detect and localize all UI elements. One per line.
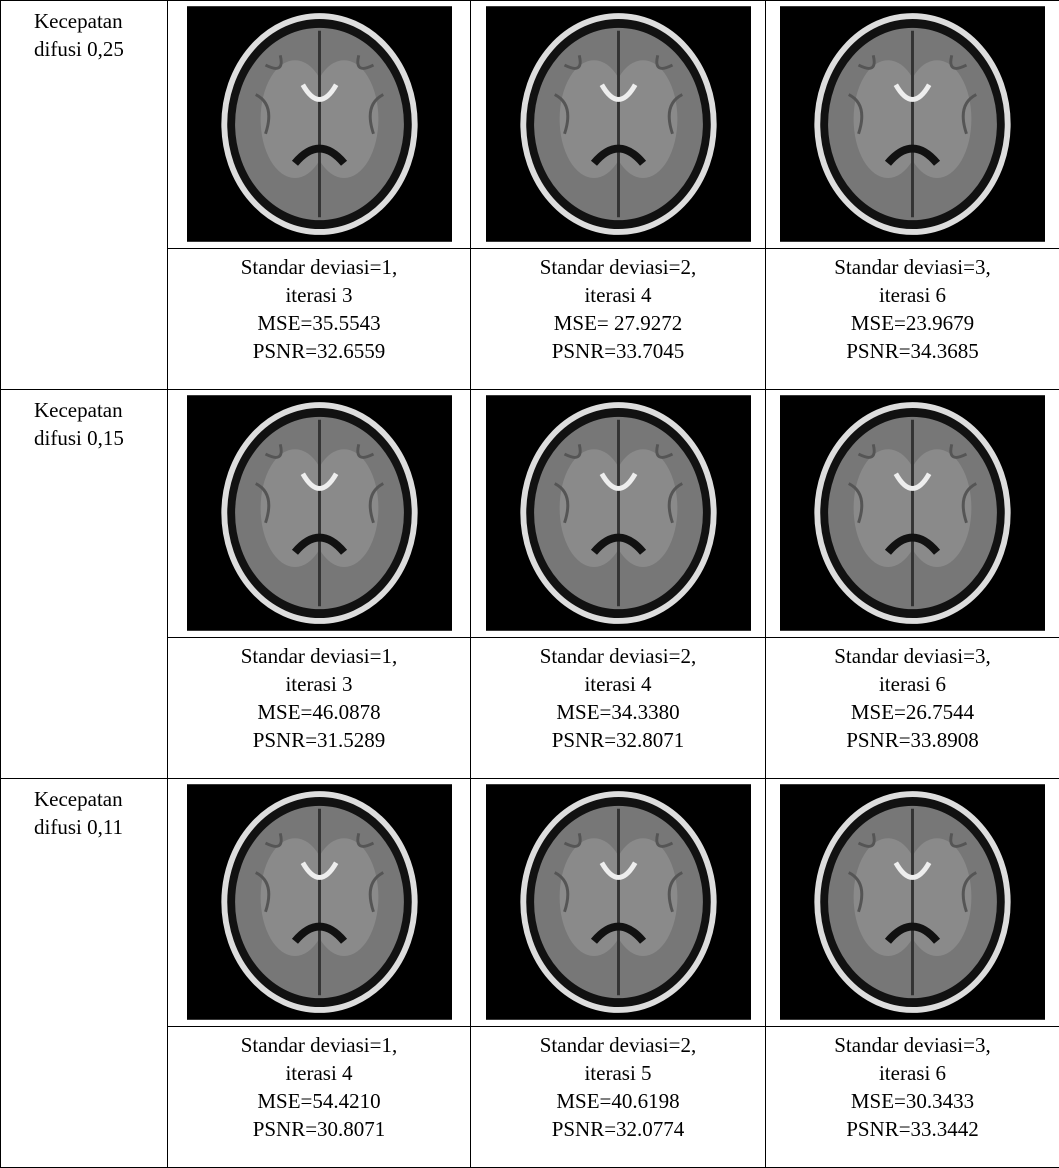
caption-line: iterasi 6 xyxy=(766,281,1059,309)
image-cell xyxy=(168,390,471,638)
caption-line: Standar deviasi=2, xyxy=(471,253,765,281)
label-line: difusi 0,11 xyxy=(34,813,159,841)
caption-line: PSNR=30.8071 xyxy=(168,1115,470,1143)
image-cell xyxy=(766,779,1059,1027)
mri-image xyxy=(187,783,452,1021)
caption-line: PSNR=32.0774 xyxy=(471,1115,765,1143)
caption-line: iterasi 3 xyxy=(168,281,470,309)
caption-line: Standar deviasi=3, xyxy=(766,1031,1059,1059)
mri-image xyxy=(780,783,1045,1021)
label-line: Kecepatan xyxy=(34,7,159,35)
caption-line: Standar deviasi=2, xyxy=(471,1031,765,1059)
image-cell xyxy=(471,779,766,1027)
image-cell xyxy=(168,779,471,1027)
caption-line: Standar deviasi=1, xyxy=(168,642,470,670)
mri-image xyxy=(780,394,1045,632)
caption-line: iterasi 4 xyxy=(168,1059,470,1087)
caption-line: MSE=54.4210 xyxy=(168,1087,470,1115)
caption-line: PSNR=33.3442 xyxy=(766,1115,1059,1143)
mri-image xyxy=(486,394,751,632)
caption-line: MSE=30.3433 xyxy=(766,1087,1059,1115)
brain-scan xyxy=(187,784,452,1020)
brain-scan xyxy=(486,6,751,242)
caption-line: PSNR=34.3685 xyxy=(766,337,1059,365)
image-cell xyxy=(471,390,766,638)
caption-line: PSNR=32.6559 xyxy=(168,337,470,365)
caption-line: iterasi 6 xyxy=(766,1059,1059,1087)
caption-line: Standar deviasi=1, xyxy=(168,1031,470,1059)
brain-scan xyxy=(486,395,751,631)
caption-line: Standar deviasi=1, xyxy=(168,253,470,281)
caption-line: MSE=34.3380 xyxy=(471,698,765,726)
image-cell xyxy=(471,1,766,249)
label-line: difusi 0,15 xyxy=(34,424,159,452)
brain-scan xyxy=(780,395,1045,631)
brain-scan xyxy=(486,784,751,1020)
caption-line: iterasi 4 xyxy=(471,670,765,698)
caption-line: iterasi 4 xyxy=(471,281,765,309)
brain-scan xyxy=(187,6,452,242)
mri-image xyxy=(780,5,1045,243)
caption-line: MSE=40.6198 xyxy=(471,1087,765,1115)
mri-image xyxy=(486,5,751,243)
image-cell xyxy=(168,1,471,249)
caption-line: PSNR=33.7045 xyxy=(471,337,765,365)
caption-line: MSE=35.5543 xyxy=(168,309,470,337)
caption-line: MSE=26.7544 xyxy=(766,698,1059,726)
caption-line: MSE=23.9679 xyxy=(766,309,1059,337)
brain-scan xyxy=(780,6,1045,242)
mri-image xyxy=(187,394,452,632)
label-line: Kecepatan xyxy=(34,785,159,813)
caption-line: iterasi 3 xyxy=(168,670,470,698)
caption-line: PSNR=32.8071 xyxy=(471,726,765,754)
caption-line: Standar deviasi=2, xyxy=(471,642,765,670)
caption-line: Standar deviasi=3, xyxy=(766,642,1059,670)
label-line: difusi 0,25 xyxy=(34,35,159,63)
label-line: Kecepatan xyxy=(34,396,159,424)
image-cell xyxy=(766,1,1059,249)
caption-line: Standar deviasi=3, xyxy=(766,253,1059,281)
caption-line: MSE= 27.9272 xyxy=(471,309,765,337)
caption-line: iterasi 5 xyxy=(471,1059,765,1087)
brain-scan xyxy=(187,395,452,631)
caption-line: PSNR=33.8908 xyxy=(766,726,1059,754)
caption-line: PSNR=31.5289 xyxy=(168,726,470,754)
image-cell xyxy=(766,390,1059,638)
mri-image xyxy=(486,783,751,1021)
caption-line: iterasi 6 xyxy=(766,670,1059,698)
brain-scan xyxy=(780,784,1045,1020)
mri-image xyxy=(187,5,452,243)
caption-line: MSE=46.0878 xyxy=(168,698,470,726)
